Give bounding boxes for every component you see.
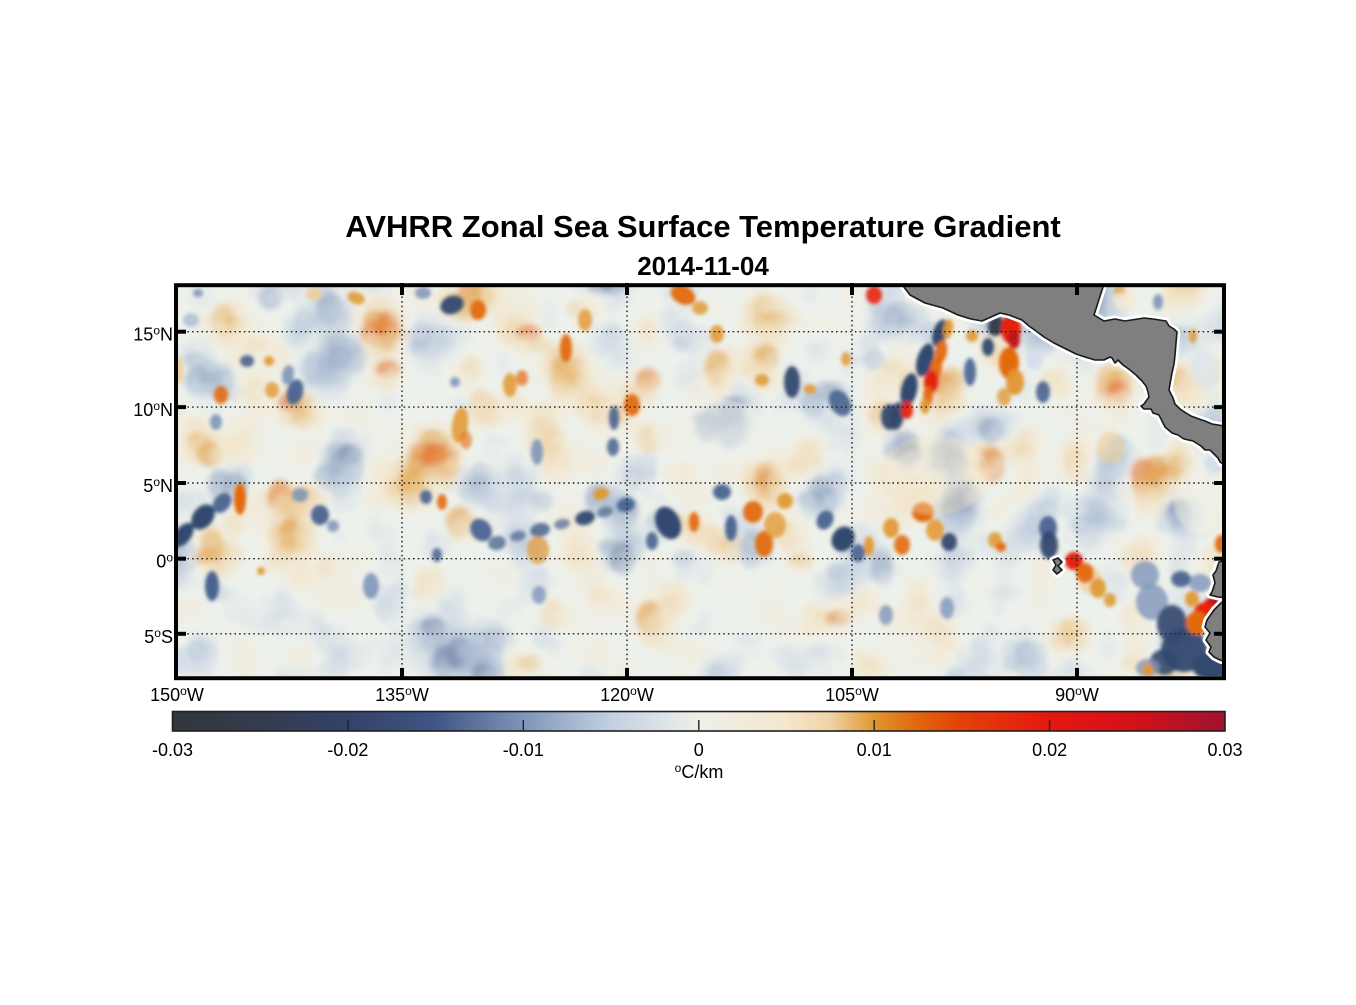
svg-text:150oW: 150oW xyxy=(150,684,204,705)
svg-text:-0.02: -0.02 xyxy=(327,740,368,760)
svg-text:oC/km: oC/km xyxy=(675,761,724,782)
svg-text:0: 0 xyxy=(694,740,704,760)
svg-text:135oW: 135oW xyxy=(375,684,429,705)
svg-text:120oW: 120oW xyxy=(600,684,654,705)
svg-text:5oN: 5oN xyxy=(143,475,173,496)
svg-text:0.01: 0.01 xyxy=(857,740,892,760)
svg-text:10oN: 10oN xyxy=(133,399,173,420)
svg-text:0.02: 0.02 xyxy=(1032,740,1067,760)
svg-text:5oS: 5oS xyxy=(144,626,173,647)
svg-text:AVHRR Zonal Sea Surface Temper: AVHRR Zonal Sea Surface Temperature Grad… xyxy=(345,209,1060,244)
svg-text:-0.01: -0.01 xyxy=(503,740,544,760)
svg-text:105oW: 105oW xyxy=(825,684,879,705)
svg-text:-0.03: -0.03 xyxy=(152,740,193,760)
svg-text:90oW: 90oW xyxy=(1055,684,1099,705)
svg-text:15oN: 15oN xyxy=(133,324,173,345)
svg-text:0.03: 0.03 xyxy=(1207,740,1242,760)
svg-text:2014-11-04: 2014-11-04 xyxy=(637,251,769,281)
